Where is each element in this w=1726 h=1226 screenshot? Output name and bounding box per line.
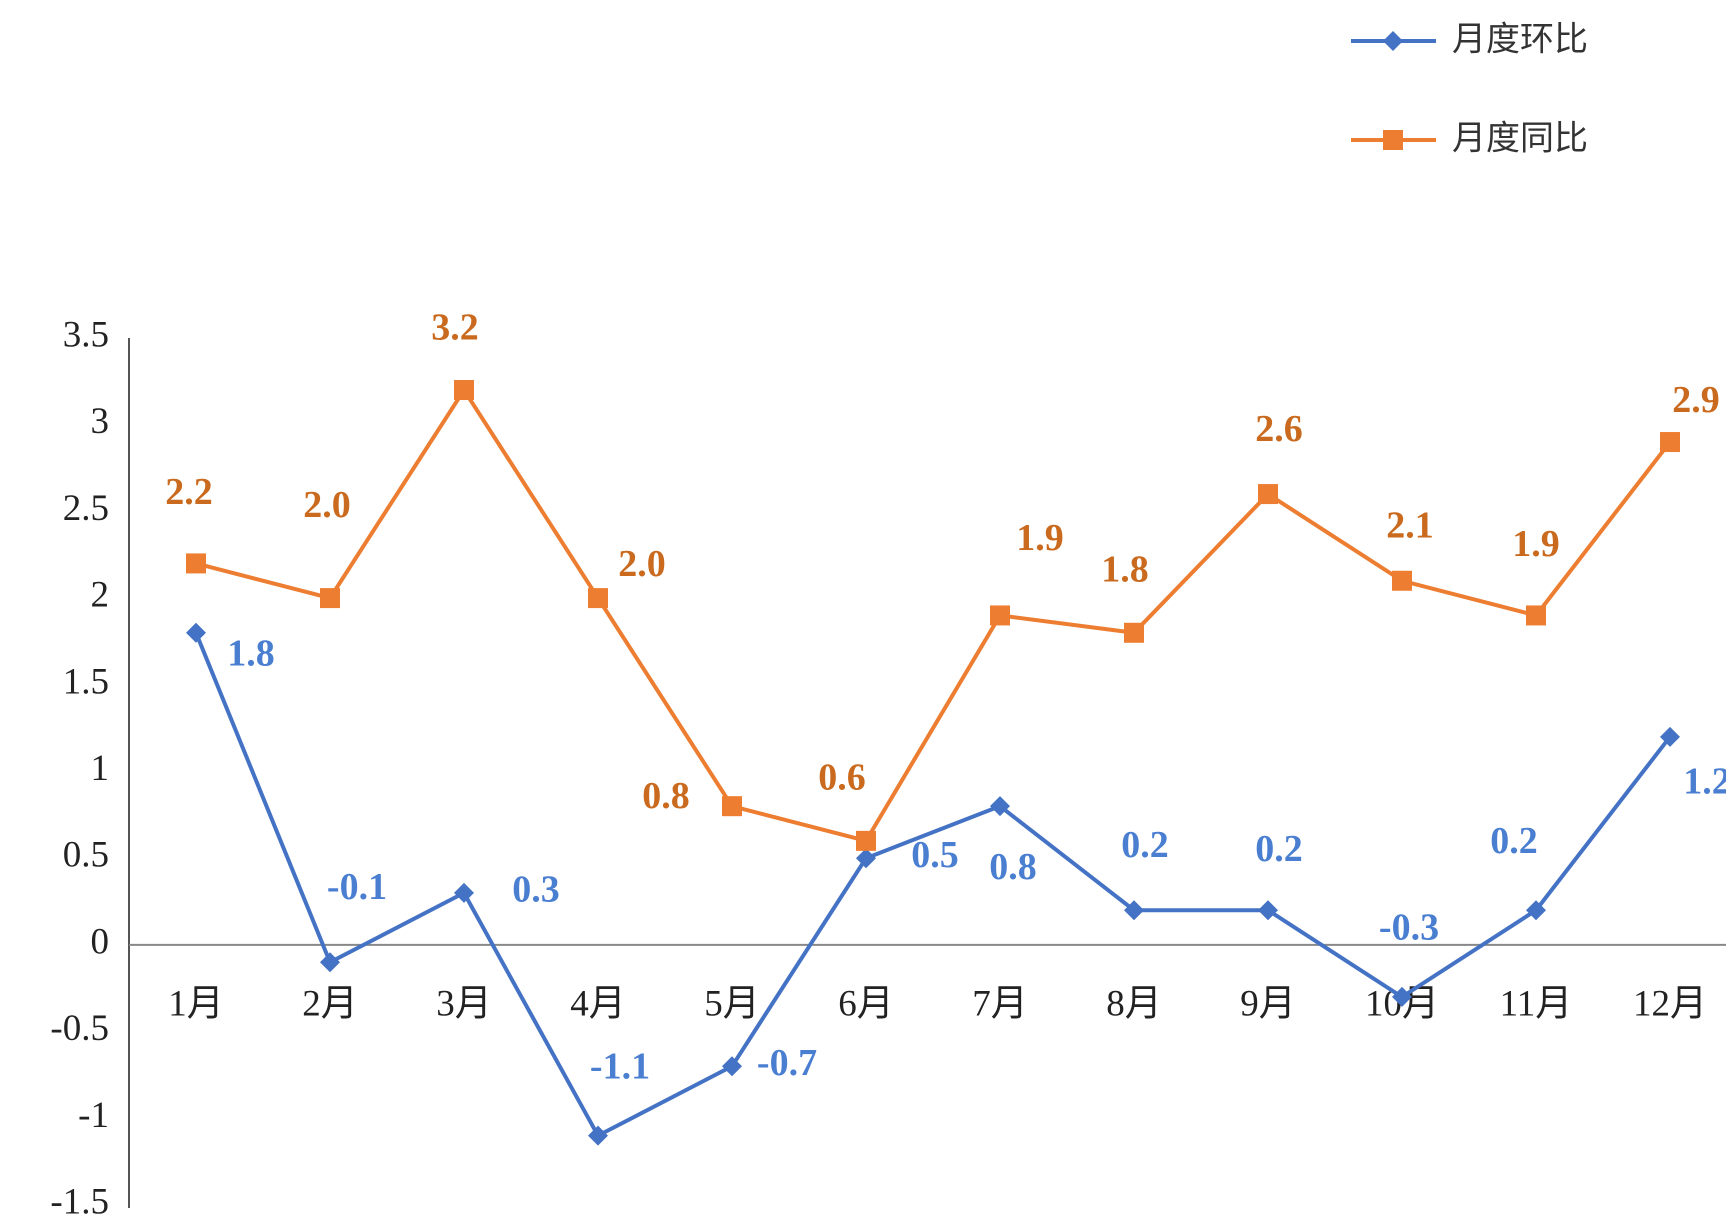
y-tick-label: 0	[91, 921, 110, 962]
data-label: 2.0	[303, 484, 351, 526]
marker	[186, 622, 206, 643]
marker	[1660, 726, 1680, 747]
x-tick-label: 3月	[436, 983, 492, 1024]
y-tick-label: 2.5	[63, 488, 109, 529]
y-tick-label: 1	[91, 748, 110, 789]
data-label: -0.3	[1379, 907, 1439, 949]
series-line	[194, 632, 1672, 1139]
data-label: 0.8	[642, 775, 690, 817]
data-label: -0.1	[327, 866, 387, 908]
marker	[1392, 570, 1412, 591]
y-tick-label: 1.5	[63, 661, 109, 702]
legend-label: 月度同比	[1452, 119, 1588, 159]
marker	[1526, 605, 1546, 626]
y-tick-label: -1	[78, 1095, 109, 1136]
x-tick-label: 11月	[1500, 983, 1573, 1024]
y-tick-label: -1.5	[50, 1181, 109, 1222]
marker	[1660, 432, 1680, 453]
x-tick-label: 7月	[972, 983, 1028, 1024]
data-label: 0.2	[1121, 824, 1169, 866]
data-label: 2.0	[618, 543, 666, 585]
marker	[1392, 986, 1412, 1007]
data-label: -1.1	[590, 1045, 650, 1087]
data-label: 2.6	[1255, 408, 1303, 450]
marker	[320, 952, 340, 973]
marker	[588, 1125, 608, 1146]
data-label: 0.2	[1255, 828, 1303, 870]
data-label: 0.6	[818, 757, 866, 799]
x-tick-label: 9月	[1240, 983, 1296, 1024]
marker	[1124, 622, 1144, 643]
marker	[990, 605, 1010, 626]
x-tick-label: 2月	[302, 983, 358, 1024]
marker	[1258, 484, 1278, 505]
data-label: 1.8	[227, 632, 275, 674]
marker	[722, 796, 742, 817]
data-label: 0.3	[512, 869, 560, 911]
y-tick-label: 3.5	[63, 314, 109, 355]
data-label: 0.8	[989, 846, 1037, 888]
data-label: 2.1	[1386, 504, 1434, 546]
y-tick-label: 0.5	[63, 835, 109, 876]
marker	[454, 882, 474, 903]
x-tick-label: 6月	[838, 983, 894, 1024]
x-tick-label: 5月	[704, 983, 760, 1024]
data-label: 1.2	[1683, 761, 1726, 803]
data-label: 1.8	[1101, 548, 1149, 590]
legend-marker	[1383, 130, 1403, 150]
marker	[1258, 900, 1278, 921]
marker	[990, 796, 1010, 817]
data-label: 1.9	[1512, 523, 1560, 565]
marker	[722, 1056, 742, 1077]
data-label: 2.9	[1672, 379, 1720, 421]
data-label: 3.2	[431, 307, 479, 349]
data-label: 2.2	[165, 471, 213, 513]
marker	[1526, 900, 1546, 921]
y-tick-label: 2	[91, 575, 110, 616]
marker	[320, 588, 340, 609]
marker	[1124, 900, 1144, 921]
x-tick-label: 4月	[570, 983, 626, 1024]
data-label: 1.9	[1016, 517, 1064, 559]
marker	[186, 553, 206, 574]
data-label: 0.2	[1490, 820, 1538, 862]
legend-label: 月度环比	[1452, 20, 1588, 60]
marker	[856, 830, 876, 851]
x-tick-label: 8月	[1106, 983, 1162, 1024]
legend-marker	[1383, 31, 1403, 51]
y-tick-label: -0.5	[50, 1008, 109, 1049]
series-line	[195, 386, 1672, 844]
data-label: -0.7	[757, 1042, 817, 1084]
marker	[454, 380, 474, 401]
x-tick-label: 12月	[1633, 983, 1707, 1024]
data-label: 0.5	[911, 834, 959, 876]
marker	[856, 848, 876, 869]
marker	[588, 588, 608, 609]
y-tick-label: 3	[91, 401, 110, 442]
x-tick-label: 1月	[168, 983, 224, 1024]
